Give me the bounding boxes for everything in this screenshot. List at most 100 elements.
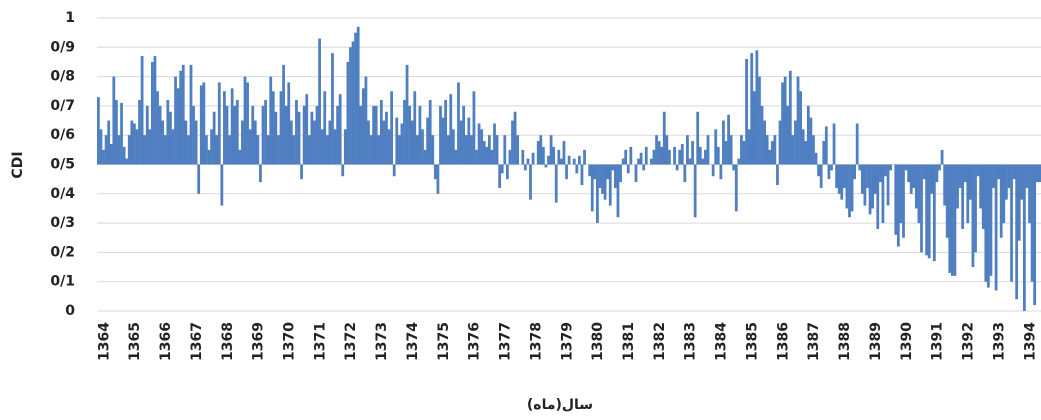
bar: [238, 149, 242, 165]
bar: [727, 114, 730, 165]
bar: [968, 164, 972, 200]
bar: [806, 105, 810, 165]
x-tick-label: 1382: [652, 322, 668, 361]
bar: [1010, 164, 1013, 282]
bar: [1004, 164, 1008, 200]
bar: [665, 135, 669, 165]
bar: [415, 135, 419, 165]
bar: [778, 120, 782, 165]
bar: [830, 164, 833, 171]
bar: [408, 105, 412, 165]
bar: [184, 120, 188, 165]
bar: [675, 164, 679, 171]
bar: [796, 76, 800, 165]
bar: [686, 135, 689, 165]
bar: [552, 146, 556, 165]
bar: [539, 135, 543, 165]
bar: [107, 120, 111, 165]
bar: [356, 26, 360, 165]
bar: [475, 149, 478, 165]
bar: [436, 164, 440, 194]
bar: [230, 88, 234, 165]
bar: [503, 135, 507, 165]
bar: [567, 155, 571, 165]
bar: [619, 164, 622, 183]
x-tick-label: 1393: [991, 322, 1007, 361]
bar: [261, 105, 265, 165]
bar: [279, 91, 283, 165]
bar: [590, 164, 594, 212]
bar: [271, 91, 275, 165]
bar: [449, 94, 453, 165]
bar: [912, 164, 916, 188]
bar: [526, 158, 530, 165]
bar: [655, 135, 658, 165]
bar: [385, 111, 388, 165]
bar: [989, 164, 993, 276]
bar: [770, 141, 774, 165]
bar: [588, 164, 592, 177]
bar: [315, 105, 319, 165]
bar: [858, 164, 862, 171]
bar: [547, 155, 550, 165]
y-tick-label: 0/4: [50, 186, 75, 202]
bar: [704, 149, 707, 165]
bar: [300, 164, 303, 180]
bar: [624, 149, 628, 165]
bar: [781, 82, 784, 165]
bar: [457, 82, 460, 165]
bar: [377, 135, 381, 165]
x-tick-label: 1364: [96, 322, 112, 361]
bar: [984, 164, 988, 282]
bar: [639, 152, 643, 165]
bar: [390, 91, 394, 165]
y-tick-label: 1: [65, 10, 75, 26]
bar: [156, 91, 159, 165]
bar: [472, 91, 476, 165]
bar: [493, 123, 496, 165]
bar: [801, 129, 805, 165]
bar: [418, 105, 422, 165]
bar: [1002, 164, 1006, 224]
bar: [866, 164, 869, 188]
bar: [228, 135, 231, 165]
bar: [678, 149, 682, 165]
bar: [405, 64, 409, 165]
bar: [583, 149, 586, 165]
bar: [606, 164, 610, 180]
bar: [253, 120, 257, 165]
bar: [907, 164, 911, 183]
bar: [181, 64, 185, 165]
bar: [433, 164, 437, 180]
bar: [637, 158, 640, 165]
bar: [395, 117, 399, 165]
x-tick-label: 1389: [868, 322, 884, 361]
bar: [601, 164, 604, 194]
bar: [945, 164, 949, 238]
bar: [979, 164, 983, 209]
bar: [706, 135, 710, 165]
bar: [151, 61, 154, 165]
bar: [487, 135, 491, 165]
y-tick-label: 0/2: [50, 244, 75, 260]
bar: [135, 129, 139, 165]
bar: [536, 141, 540, 165]
bar: [169, 111, 172, 165]
bar: [500, 164, 504, 174]
bar: [248, 129, 252, 165]
bar: [441, 117, 445, 165]
bar: [140, 56, 144, 165]
bar: [621, 158, 625, 165]
bar: [454, 149, 458, 165]
bar: [724, 141, 728, 165]
bar: [127, 135, 131, 165]
y-tick-label: 0/8: [50, 69, 75, 85]
bar: [935, 164, 939, 183]
x-tick-label: 1379: [559, 322, 575, 361]
bar: [318, 38, 321, 165]
bar: [971, 164, 975, 268]
bar: [379, 100, 383, 165]
bar: [716, 146, 720, 165]
bar: [115, 100, 118, 165]
